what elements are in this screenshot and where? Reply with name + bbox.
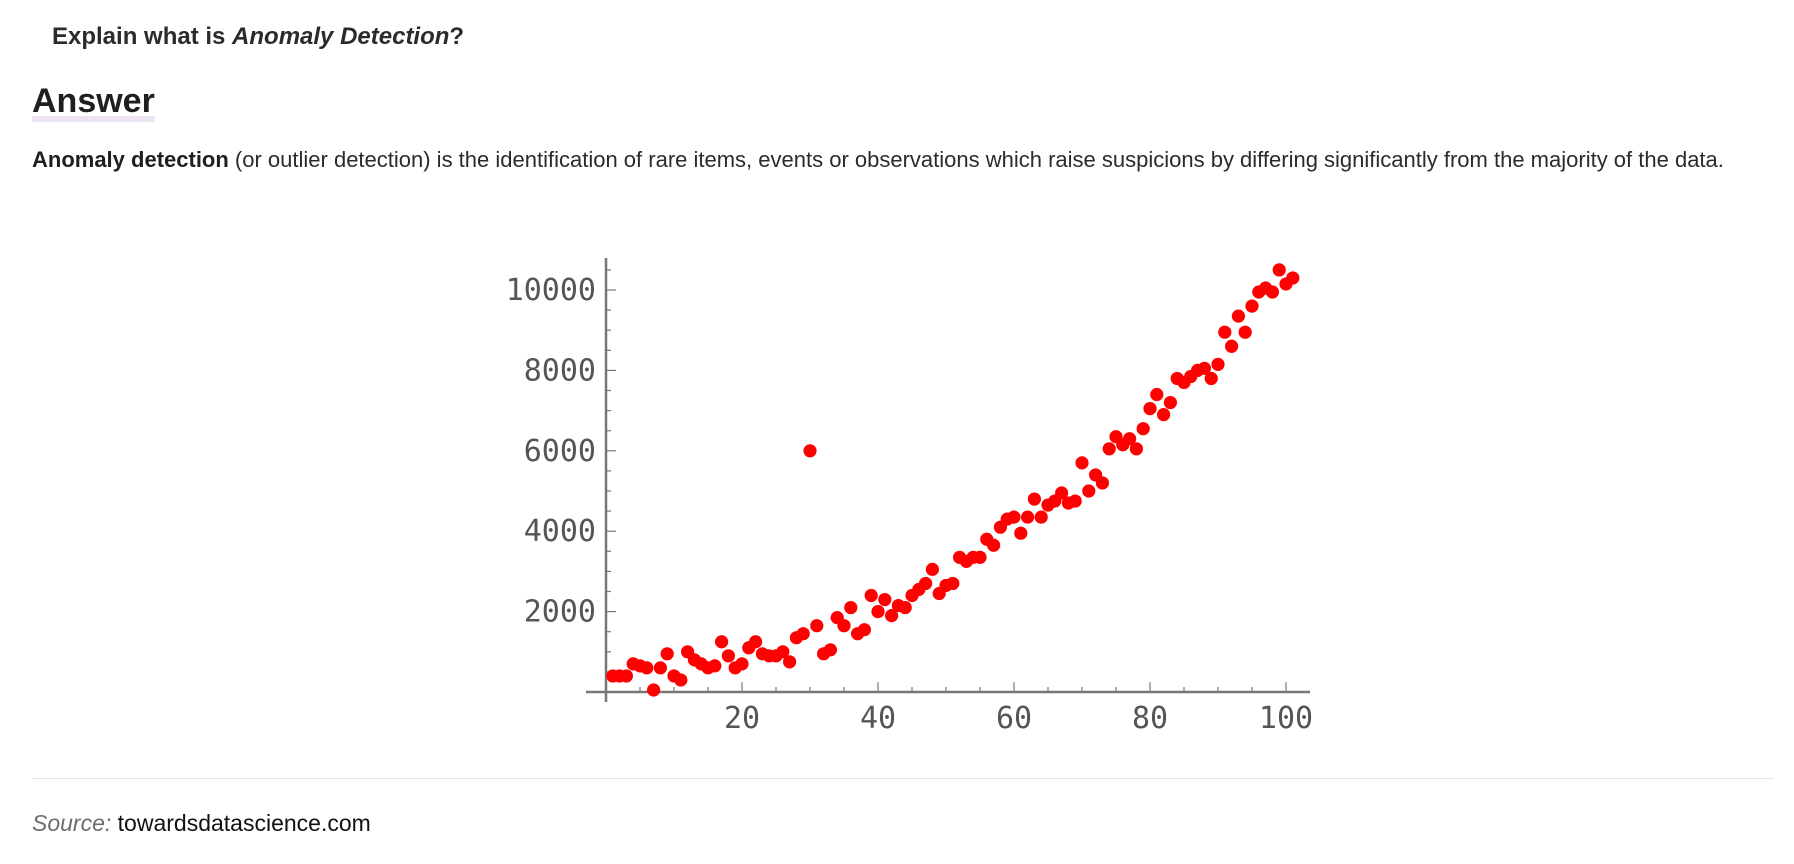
data-point <box>1265 285 1279 299</box>
data-point <box>1068 494 1082 508</box>
data-point <box>1286 271 1300 285</box>
data-point <box>925 562 939 576</box>
data-point <box>776 645 790 659</box>
data-point <box>1163 395 1177 410</box>
data-point <box>878 592 892 607</box>
question-emphasis: Anomaly Detection <box>232 23 450 50</box>
section-divider <box>32 778 1774 779</box>
data-point <box>946 576 960 591</box>
chart-points <box>606 263 1300 697</box>
data-point <box>783 655 797 669</box>
data-point <box>885 609 899 623</box>
data-point <box>1143 401 1157 416</box>
data-point <box>1218 325 1232 339</box>
data-point <box>1231 309 1245 323</box>
data-point <box>844 600 858 615</box>
data-point <box>1007 510 1021 524</box>
data-point <box>987 538 1001 552</box>
x-tick-label: 80 <box>1132 701 1168 736</box>
data-point <box>708 659 722 673</box>
data-point <box>1082 484 1096 498</box>
question: Explain what is Anomaly Detection? <box>52 20 464 54</box>
definition-text: (or outlier detection) is the identifica… <box>228 147 1724 172</box>
data-point <box>715 635 729 649</box>
chart-ticks: 20 40 60 80 100 2000 4000 6000 8000 10000 <box>506 269 1313 736</box>
x-tick-label: 20 <box>724 701 760 736</box>
definition-term: Anomaly detection <box>32 147 229 172</box>
data-point <box>660 647 674 661</box>
data-point <box>1157 408 1171 422</box>
data-point <box>647 683 661 697</box>
anomaly-point <box>803 444 817 458</box>
anomaly-scatter-chart: 20 40 60 80 100 2000 4000 6000 8000 10000 <box>480 248 1320 748</box>
source-label: Source: <box>32 810 112 836</box>
data-point <box>1034 510 1048 524</box>
y-tick-label: 6000 <box>524 434 596 469</box>
data-point <box>1129 442 1143 456</box>
question-suffix: ? <box>449 23 465 50</box>
x-tick-label: 60 <box>996 701 1032 736</box>
source-value: towardsdatascience.com <box>117 810 371 836</box>
data-point <box>1150 387 1164 402</box>
data-point <box>735 657 749 671</box>
x-tick-label: 40 <box>860 701 896 736</box>
data-point <box>721 649 735 663</box>
data-point <box>1021 510 1035 524</box>
data-point <box>898 600 912 615</box>
data-point <box>919 576 933 591</box>
y-tick-label: 10000 <box>506 273 596 308</box>
question-prefix: Explain what is <box>52 23 233 50</box>
data-point <box>857 623 871 637</box>
data-point <box>864 588 878 603</box>
data-point <box>1014 526 1028 540</box>
data-point <box>749 635 763 649</box>
data-point <box>674 673 688 687</box>
data-point <box>973 550 987 564</box>
data-point <box>837 619 851 633</box>
data-point <box>871 605 885 619</box>
data-point <box>810 619 824 633</box>
y-tick-label: 4000 <box>524 514 596 549</box>
source-line: Source: towardsdatascience.com <box>32 808 371 838</box>
data-point <box>1075 456 1089 470</box>
data-point <box>1197 361 1211 375</box>
answer-definition: Anomaly detection (or outlier detection)… <box>32 142 1772 177</box>
y-tick-label: 2000 <box>524 595 596 630</box>
data-point <box>1055 486 1069 500</box>
x-tick-label: 100 <box>1259 701 1313 736</box>
data-point <box>1225 339 1239 353</box>
data-point <box>1136 422 1150 436</box>
data-point <box>653 661 667 675</box>
data-point <box>823 643 837 657</box>
data-point <box>796 627 810 641</box>
y-tick-label: 8000 <box>524 353 596 388</box>
data-point <box>1102 442 1116 456</box>
data-point <box>1211 357 1225 371</box>
data-point <box>1272 263 1286 277</box>
answer-heading: Answer <box>32 82 155 120</box>
data-point <box>1095 476 1109 490</box>
data-point <box>1204 371 1218 386</box>
data-point <box>640 661 654 675</box>
data-point <box>619 669 633 683</box>
data-point <box>1027 492 1041 506</box>
data-point <box>1238 325 1252 339</box>
data-point <box>1245 299 1259 313</box>
scatter-plot-svg: 20 40 60 80 100 2000 4000 6000 8000 10000 <box>506 258 1313 736</box>
chart-axes <box>586 258 1310 702</box>
data-point <box>1123 432 1137 446</box>
